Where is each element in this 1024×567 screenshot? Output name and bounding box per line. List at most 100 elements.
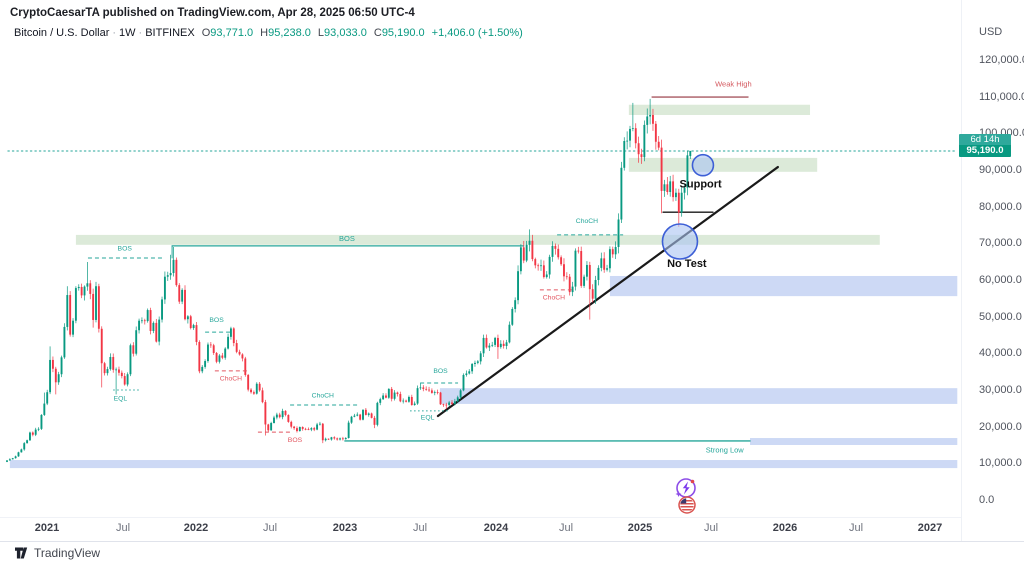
- low-label: L: [317, 27, 325, 39]
- candle-body: [669, 181, 672, 192]
- price-tick-label: 20,000.0: [979, 420, 1022, 433]
- support-circle[interactable]: [691, 153, 715, 177]
- timeframe[interactable]: 1W: [119, 27, 136, 39]
- candle-body: [353, 415, 356, 417]
- last-price-value: 95,190.0: [959, 145, 1011, 157]
- candle-body: [370, 413, 373, 418]
- no-test-circle[interactable]: [661, 223, 699, 260]
- symbol-title[interactable]: Bitcoin / U.S. Dollar: [14, 27, 110, 39]
- candle-body: [674, 192, 677, 198]
- symbol-info-bar[interactable]: Bitcoin / U.S. Dollar · 1W · BITFINEX O93,771…: [14, 27, 523, 39]
- time-tick-label-jul: Jul: [703, 522, 719, 534]
- candle-body: [252, 392, 255, 394]
- tradingview-logo[interactable]: [14, 546, 28, 560]
- candle-body: [189, 316, 192, 329]
- candle-body: [465, 373, 468, 375]
- time-tick-label-2023: 2023: [332, 522, 358, 534]
- structure-segment-label: BOS: [118, 246, 133, 253]
- candle-body: [270, 422, 273, 431]
- us-flag-reaction-icon[interactable]: [678, 496, 696, 514]
- candle-body: [129, 345, 132, 375]
- candle-body: [471, 363, 474, 372]
- candle-body: [103, 363, 106, 374]
- price-tick-label: 30,000.0: [979, 383, 1022, 396]
- candle-body: [336, 438, 339, 440]
- candle-body: [505, 342, 508, 346]
- candle-body: [247, 374, 250, 390]
- candle-body: [419, 387, 422, 389]
- candle-body: [66, 295, 69, 327]
- candle-body: [583, 276, 586, 286]
- candle-body: [112, 356, 115, 370]
- candle-body: [643, 124, 646, 158]
- candle-body: [359, 414, 362, 420]
- candle-body: [29, 432, 31, 441]
- candle-body: [255, 383, 258, 394]
- blue-16k-band: [750, 438, 958, 445]
- candle-body: [626, 140, 629, 142]
- structure-segment-label: ChoCH: [543, 294, 565, 301]
- structure-lines-layer[interactable]: Strong Low Weak High: [7, 79, 958, 454]
- flag-circle: [678, 496, 696, 514]
- annotation-label-no-test: No Test: [667, 258, 707, 270]
- annotation-label-support: Support: [680, 179, 722, 191]
- candle-body: [215, 352, 218, 362]
- candle-body: [126, 374, 129, 385]
- candle-body: [324, 438, 327, 441]
- candle-body: [379, 399, 382, 403]
- candle-body: [531, 240, 534, 260]
- candle-body: [235, 343, 238, 352]
- candle-body: [491, 344, 494, 346]
- candle-body: [557, 248, 560, 258]
- candle-body: [373, 417, 376, 425]
- candle-body: [152, 322, 155, 331]
- candle-body: [74, 288, 77, 321]
- candle-body: [238, 351, 241, 355]
- candle-body: [123, 376, 126, 385]
- reaction-badges-layer[interactable]: [675, 478, 696, 514]
- candle-body: [591, 289, 594, 299]
- candle-body: [95, 286, 97, 320]
- annotations-layer[interactable]: BOS Support No Test: [339, 153, 722, 270]
- candle-body: [11, 458, 14, 460]
- candle-body: [686, 155, 689, 188]
- candle-body: [63, 326, 66, 358]
- candle-body: [364, 409, 367, 415]
- spark-reaction-icon[interactable]: [675, 478, 696, 498]
- candle-body: [356, 414, 359, 416]
- time-tick-label-2021: 2021: [34, 522, 60, 534]
- candle-body: [545, 274, 548, 278]
- candle-body: [184, 289, 186, 320]
- candle-body: [60, 357, 63, 375]
- candle-body: [485, 337, 488, 348]
- candle-body: [212, 345, 215, 353]
- candle-body: [8, 459, 11, 461]
- candle-body: [542, 265, 545, 278]
- candle-body: [344, 438, 347, 440]
- candle-body: [594, 279, 597, 299]
- candle-body: [479, 353, 482, 362]
- candle-body: [149, 310, 152, 331]
- price-axis[interactable]: USD 6d 14h 95,190.0 120,000.0 110,000.0 10…: [959, 0, 1024, 541]
- bos-choch-segments-layer[interactable]: BOS BOS ChoCH EQL ChoCH BOS BOS EQL ChoCH ChoCH: [87, 218, 624, 444]
- change-value: +1,406.0 (+1.50%): [431, 27, 523, 39]
- trendline[interactable]: [436, 165, 779, 418]
- candle-body: [241, 354, 244, 359]
- candle-body: [522, 247, 525, 261]
- candle-body: [198, 341, 201, 372]
- candle-body: [660, 147, 663, 191]
- blue-28k-band: [439, 388, 958, 404]
- footer-divider: [0, 541, 1024, 542]
- candle-body: [106, 369, 109, 374]
- open-label: O: [201, 27, 211, 39]
- candle-body: [528, 240, 531, 245]
- candle-body: [301, 427, 304, 429]
- candle-body: [316, 424, 319, 430]
- candle-body: [207, 344, 209, 362]
- exchange[interactable]: BITFINEX: [145, 27, 195, 39]
- candle-body: [310, 428, 313, 430]
- time-axis[interactable]: 2021 Jul 2022 Jul 2023 Jul 2024 Jul 2025 Jul 2026 J…: [0, 517, 961, 542]
- candle-body: [20, 449, 23, 453]
- candle-body: [448, 402, 451, 406]
